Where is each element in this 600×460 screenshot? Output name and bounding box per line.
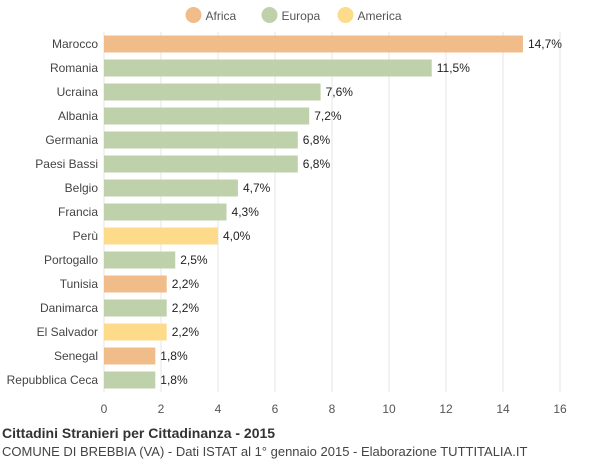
data-label: 11,5% (437, 61, 470, 75)
legend-label: Europa (282, 9, 321, 23)
legend-swatch (185, 7, 202, 23)
category-label: Germania (45, 133, 98, 147)
data-label: 4,3% (232, 205, 260, 219)
data-label: 2,5% (180, 253, 208, 267)
category-label: Tunisia (60, 277, 99, 291)
legend-label: Africa (206, 9, 237, 23)
bar (104, 179, 238, 197)
chart-footer-subtitle: COMUNE DI BREBBIA (VA) - Dati ISTAT al 1… (2, 444, 528, 459)
x-tick-label: 2 (158, 402, 165, 416)
legend-swatch (337, 7, 354, 23)
data-label: 4,0% (223, 229, 251, 243)
x-tick-label: 14 (496, 402, 510, 416)
category-label: Ucraina (57, 85, 99, 99)
category-label: Danimarca (40, 301, 98, 315)
category-label: Marocco (52, 37, 98, 51)
bar (104, 131, 298, 149)
x-tick-label: 8 (329, 402, 336, 416)
data-label: 4,7% (243, 181, 271, 195)
legend-swatch (261, 7, 278, 23)
data-label: 6,8% (303, 157, 331, 171)
bar (104, 203, 227, 221)
data-label: 14,7% (528, 37, 562, 51)
x-tick-label: 6 (272, 402, 279, 416)
category-label: Portogallo (44, 253, 98, 267)
category-label: El Salvador (37, 325, 98, 339)
data-label: 7,2% (314, 109, 342, 123)
category-label: Belgio (65, 181, 99, 195)
category-label: Romania (50, 61, 98, 75)
category-label: Albania (58, 109, 98, 123)
bar (104, 59, 432, 77)
bar (104, 35, 523, 53)
x-tick-label: 4 (215, 402, 222, 416)
data-label: 7,6% (326, 85, 354, 99)
data-label: 2,2% (172, 325, 200, 339)
legend-label: America (358, 9, 402, 23)
category-label: Repubblica Ceca (7, 373, 99, 387)
bar (104, 299, 167, 317)
category-label: Perù (73, 229, 98, 243)
bar (104, 371, 156, 389)
bar (104, 323, 167, 341)
bar (104, 275, 167, 293)
bar-chart: 0 2 4 6 8 10 12 14 16 Marocco 14,7% Romania 11,5% Ucr… (7, 7, 567, 416)
x-tick-label: 16 (553, 402, 567, 416)
bar (104, 107, 310, 125)
bar (104, 347, 156, 365)
data-label: 6,8% (303, 133, 331, 147)
bar (104, 155, 298, 173)
bar (104, 83, 321, 101)
data-label: 2,2% (172, 301, 200, 315)
data-label: 2,2% (172, 277, 200, 291)
x-tick-label: 12 (439, 402, 453, 416)
bar (104, 227, 218, 245)
chart-area: 0 2 4 6 8 10 12 14 16 Marocco 14,7% Romania 11,5% Ucr… (7, 7, 567, 416)
data-label: 1,8% (160, 349, 188, 363)
x-tick-label: 10 (382, 402, 396, 416)
category-label: Paesi Bassi (35, 157, 98, 171)
bar (104, 251, 176, 269)
data-label: 1,8% (160, 373, 188, 387)
category-label: Senegal (54, 349, 98, 363)
chart-footer-title: Cittadini Stranieri per Cittadinanza - 2… (2, 425, 276, 441)
x-tick-label: 0 (101, 402, 108, 416)
category-label: Francia (58, 205, 98, 219)
